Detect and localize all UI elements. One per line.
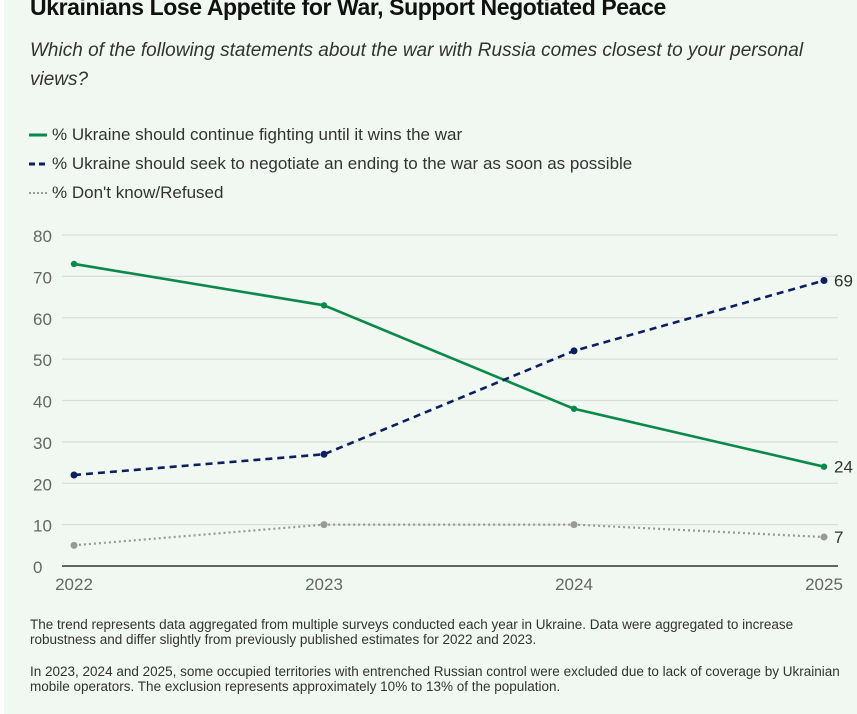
series-line-negotiate bbox=[73, 279, 825, 477]
end-value-label-fight: 24 bbox=[834, 458, 853, 477]
footnote-exclusion: In 2023, 2024 and 2025, some occupied te… bbox=[30, 664, 840, 694]
series-line-fight bbox=[73, 262, 825, 468]
data-point-fight bbox=[320, 302, 328, 309]
y-tick-label: 30 bbox=[33, 434, 52, 453]
y-tick-label: 10 bbox=[33, 517, 52, 536]
end-value-label-negotiate: 69 bbox=[834, 272, 853, 291]
legend-item-negotiate: % Ukraine should seek to negotiate an en… bbox=[28, 149, 632, 178]
dashed-line-swatch-icon bbox=[28, 159, 48, 169]
series-line-dontknow bbox=[73, 523, 825, 547]
data-point-negotiate bbox=[820, 277, 828, 285]
x-tick-label: 2023 bbox=[305, 575, 343, 594]
data-point-dontknow bbox=[820, 533, 828, 541]
solid-line-swatch-icon bbox=[28, 130, 48, 140]
legend-label: % Ukraine should seek to negotiate an en… bbox=[52, 153, 633, 173]
y-tick-label: 40 bbox=[33, 393, 52, 412]
data-point-fight bbox=[820, 463, 828, 470]
y-tick-label: 0 bbox=[33, 558, 42, 577]
end-value-label-dontknow: 7 bbox=[834, 528, 843, 547]
legend: % Ukraine should continue fighting until… bbox=[28, 120, 632, 207]
footnote-aggregation: The trend represents data aggregated fro… bbox=[30, 617, 794, 647]
x-tick-label: 2024 bbox=[555, 575, 593, 594]
data-point-negotiate bbox=[70, 471, 78, 479]
data-point-dontknow bbox=[570, 521, 578, 529]
x-tick-label: 2025 bbox=[805, 575, 843, 594]
data-point-dontknow bbox=[320, 521, 328, 529]
line-chart: 0 10 20 30 40 50 60 70 80 2022 2023 2024 2025 24 69 7 bbox=[33, 227, 853, 594]
data-point-dontknow bbox=[70, 541, 78, 549]
chart-card bbox=[4, 0, 857, 714]
data-point-fight bbox=[570, 405, 578, 412]
y-tick-label: 60 bbox=[33, 310, 52, 329]
chart-title: Ukrainians Lose Appetite for War, Suppor… bbox=[30, 0, 666, 20]
legend-label: % Don't know/Refused bbox=[52, 182, 224, 202]
y-tick-label: 50 bbox=[33, 351, 52, 370]
legend-item-dontknow: % Don't know/Refused bbox=[28, 178, 632, 207]
chart-subtitle: Which of the following statements about … bbox=[30, 40, 804, 90]
dotted-line-swatch-icon bbox=[28, 188, 48, 198]
data-point-negotiate bbox=[320, 450, 328, 458]
legend-label: % Ukraine should continue fighting until… bbox=[52, 124, 463, 144]
x-tick-label: 2022 bbox=[55, 575, 93, 594]
legend-item-fight: % Ukraine should continue fighting until… bbox=[28, 120, 632, 149]
y-tick-label: 70 bbox=[33, 268, 52, 287]
data-point-negotiate bbox=[570, 347, 578, 355]
y-tick-label: 20 bbox=[33, 475, 52, 494]
data-point-fight bbox=[70, 260, 78, 268]
y-tick-label: 80 bbox=[33, 227, 52, 246]
